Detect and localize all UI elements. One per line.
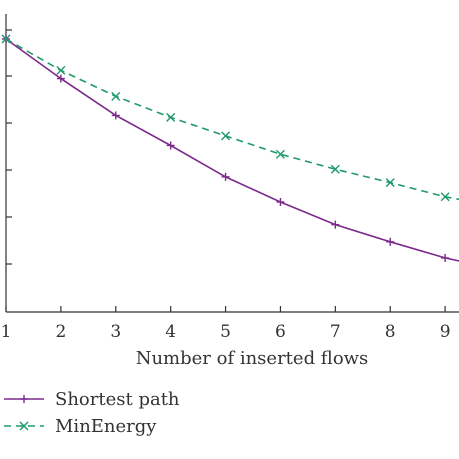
x-tick-label-1: 1: [1, 322, 12, 342]
x-tick-label-3: 3: [110, 322, 121, 342]
point-minenergy-6: [275, 149, 285, 159]
point-shortest-path-4: [166, 141, 175, 150]
legend-marker-shortest-path: [20, 395, 28, 403]
point-minenergy-2: [56, 65, 66, 75]
point-minenergy-8: [385, 178, 395, 188]
point-shortest-path-7: [331, 220, 340, 229]
x-tick-label-4: 4: [165, 322, 176, 342]
x-ticks: 1 2 3 4 5 6 7 8 9: [1, 306, 451, 342]
point-shortest-path-8: [386, 237, 395, 246]
legend-entry-minenergy: MinEnergy: [4, 416, 157, 437]
legend-label-minenergy: MinEnergy: [55, 416, 157, 437]
point-minenergy-7: [330, 164, 340, 174]
x-tick-label-5: 5: [220, 322, 231, 342]
point-minenergy-9: [440, 192, 450, 202]
point-minenergy-5: [221, 131, 231, 141]
point-shortest-path-6: [276, 197, 285, 206]
series-minenergy: [1, 34, 459, 202]
x-tick-label-7: 7: [330, 322, 341, 342]
x-tick-label-6: 6: [275, 322, 286, 342]
legend-label-shortest-path: Shortest path: [55, 389, 180, 410]
x-axis-label: Number of inserted flows: [136, 348, 369, 369]
legend-entry-shortest-path: Shortest path: [4, 389, 180, 410]
legend: Shortest path MinEnergy: [4, 389, 180, 437]
axes: 1 2 3 4 5 6 7 8 9: [1, 14, 459, 342]
point-shortest-path-5: [221, 172, 230, 181]
y-ticks: [6, 29, 12, 265]
point-minenergy-3: [111, 91, 121, 101]
point-shortest-path-9: [441, 253, 450, 262]
point-shortest-path-2: [56, 74, 65, 83]
legend-marker-minenergy: [19, 421, 29, 431]
series-line-minenergy: [5, 38, 459, 201]
point-minenergy-1: [1, 34, 11, 44]
series-shortest-path: [2, 35, 459, 262]
point-shortest-path-3: [111, 111, 120, 120]
series-line-shortest-path: [5, 38, 459, 262]
x-tick-label-9: 9: [440, 322, 451, 342]
point-minenergy-4: [166, 112, 176, 122]
series-layer: [1, 34, 459, 262]
x-tick-label-2: 2: [55, 322, 66, 342]
x-tick-label-8: 8: [385, 322, 396, 342]
